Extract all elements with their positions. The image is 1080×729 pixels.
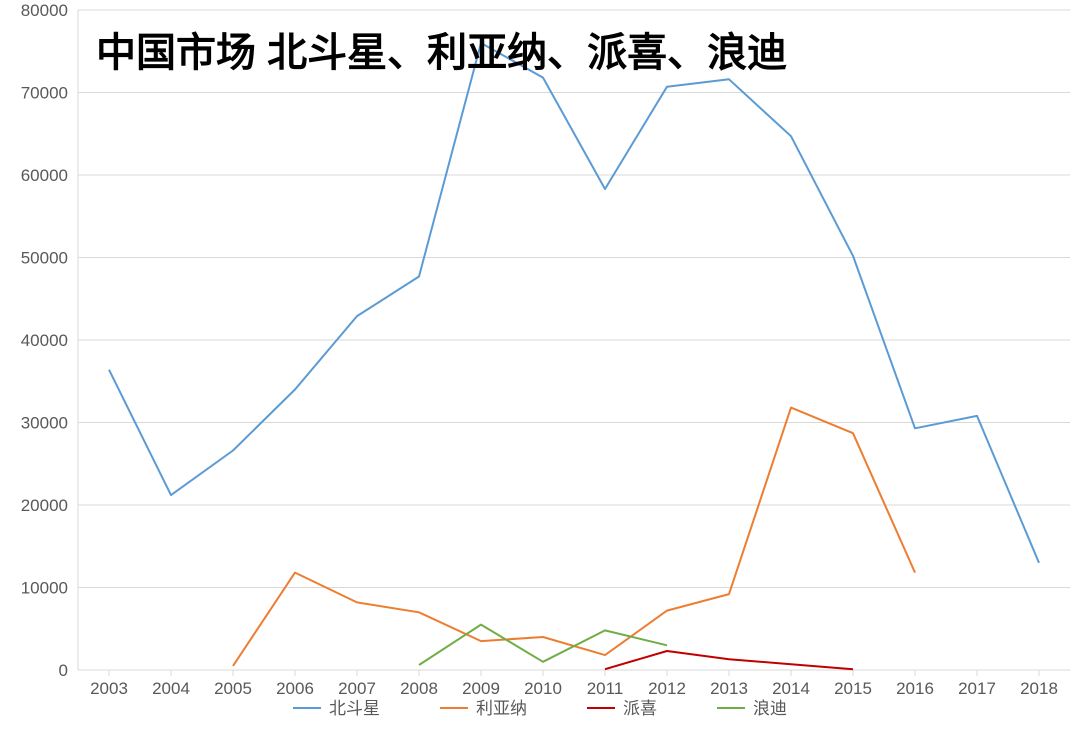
y-tick-label: 30000 [21,414,68,433]
chart-title: 中国市场 北斗星、利亚纳、派喜、浪迪 [96,31,787,75]
y-tick-label: 50000 [21,249,68,268]
x-tick-label: 2013 [710,679,748,698]
legend-label: 派喜 [623,699,657,718]
x-tick-label: 2006 [276,679,314,698]
x-tick-label: 2007 [338,679,376,698]
x-tick-label: 2011 [587,679,624,698]
x-tick-label: 2014 [772,679,810,698]
y-tick-label: 60000 [21,166,68,185]
x-tick-label: 2010 [524,679,562,698]
x-tick-label: 2018 [1020,679,1058,698]
legend-label: 北斗星 [329,699,380,718]
y-tick-label: 70000 [21,84,68,103]
x-tick-label: 2004 [152,679,190,698]
y-tick-label: 80000 [21,1,68,20]
x-tick-label: 2009 [462,679,500,698]
x-tick-label: 2005 [214,679,252,698]
x-tick-label: 2016 [896,679,934,698]
y-tick-label: 10000 [21,579,68,598]
x-tick-label: 2017 [958,679,996,698]
x-tick-label: 2008 [400,679,438,698]
line-chart: 0 10000 20000 30000 40000 50000 60000 70000 8000… [0,0,1080,729]
y-tick-label: 20000 [21,496,68,515]
legend-label: 浪迪 [753,699,787,718]
x-tick-label: 2015 [834,679,872,698]
x-tick-label: 2012 [648,679,686,698]
y-tick-label: 40000 [21,331,68,350]
chart-canvas: 0 10000 20000 30000 40000 50000 60000 70000 8000… [0,0,1080,729]
x-tick-label: 2003 [90,679,128,698]
legend-label: 利亚纳 [476,699,527,718]
y-tick-label: 0 [59,661,68,680]
